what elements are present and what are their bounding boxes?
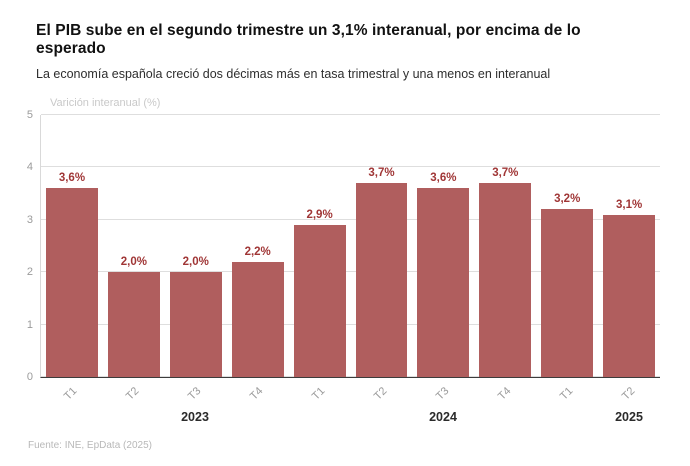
x-tick-label: T3	[185, 385, 204, 403]
bar-fill	[169, 272, 222, 377]
page-subtitle: La economía española creció dos décimas …	[36, 67, 551, 81]
bar-value-label: 3,7%	[368, 167, 395, 180]
x-tick: T1	[541, 378, 593, 408]
year-label: 2023	[181, 410, 209, 424]
x-tick: T4	[479, 378, 531, 408]
x-tick-label: T4	[247, 385, 266, 403]
bar: 3,6%	[46, 115, 98, 377]
bar-value-label: 3,6%	[58, 172, 86, 185]
bar: 3,2%	[541, 115, 594, 377]
bar-fill	[46, 188, 98, 377]
bar: 2,2%	[231, 115, 284, 377]
gridline	[41, 271, 660, 273]
gridline	[41, 166, 660, 168]
bars: 3,6% 2,0% 2,0% 2,2% 2,9% 3,7% 3,6% 3,7% 3,2% 3,1%	[41, 115, 660, 377]
y-tick-label: 0	[26, 371, 33, 383]
page-title: El PIB sube en el segundo trimestre un 3…	[36, 22, 581, 57]
x-tick: T2	[355, 378, 407, 408]
bar-fill	[293, 225, 346, 377]
bar: 3,6%	[417, 115, 470, 377]
bar: 2,9%	[293, 115, 346, 377]
x-tick: T1	[293, 378, 345, 408]
x-tick: T2	[603, 378, 655, 408]
bar-fill	[107, 272, 160, 377]
gridline	[41, 114, 660, 115]
bar-fill	[231, 261, 284, 377]
x-tick: T2	[107, 378, 159, 408]
x-tick-label: T1	[557, 385, 576, 403]
bar-value-label: 2,0%	[120, 256, 147, 269]
gridline	[41, 218, 660, 220]
x-tick-label: T2	[371, 385, 390, 403]
year-row: 2023 2024 2025	[40, 408, 660, 430]
bar-value-label: 3,6%	[430, 172, 457, 185]
x-tick-label: T1	[61, 385, 80, 403]
bar: 3,7%	[479, 115, 532, 377]
bar-fill	[479, 183, 532, 377]
bar-fill	[355, 183, 408, 377]
gridline	[41, 376, 660, 377]
year-label: 2024	[429, 410, 457, 424]
bar-value-label: 3,1%	[616, 198, 643, 211]
x-tick: T1	[45, 378, 97, 408]
x-axis: T1 T2 T3 T4 T1 T2 T3 T4 T1 T2	[40, 378, 660, 408]
y-tick-label: 5	[26, 109, 33, 121]
source-note: Fuente: INE, EpData (2025)	[28, 440, 152, 451]
y-tick-label: 2	[26, 266, 33, 279]
bar-value-label: 2,2%	[244, 245, 271, 258]
bar-chart: Varición interanual (%) 5 4 3 2 1 0 3,6% 2,0% 2…	[0, 97, 690, 430]
gridline	[41, 323, 660, 325]
x-tick: T3	[169, 378, 221, 408]
bar: 2,0%	[169, 115, 222, 377]
x-tick-label: T1	[309, 385, 328, 403]
bar: 3,7%	[355, 115, 408, 377]
x-tick: T3	[417, 378, 469, 408]
bar-fill	[541, 209, 594, 377]
bar-value-label: 2,0%	[182, 256, 209, 269]
bar-value-label: 3,7%	[492, 167, 519, 180]
x-tick: T4	[231, 378, 283, 408]
bar-fill	[417, 188, 470, 377]
x-tick-label: T3	[433, 385, 452, 403]
infographic: El PIB sube en el segundo trimestre un 3…	[0, 22, 690, 451]
y-tick-label: 1	[26, 318, 33, 331]
bar: 2,0%	[107, 115, 160, 377]
x-tick-label: T4	[495, 385, 514, 403]
y-axis-title: Varición interanual (%)	[50, 97, 161, 109]
bar-fill	[603, 214, 656, 377]
bar-value-label: 3,2%	[554, 193, 581, 206]
x-tick-label: T2	[123, 385, 142, 403]
y-tick-label: 3	[26, 213, 33, 226]
y-tick-label: 4	[26, 161, 33, 174]
year-label: 2025	[615, 410, 643, 424]
bar: 3,1%	[603, 115, 656, 377]
grid: 5 4 3 2 1 0	[27, 109, 660, 383]
bar-value-label: 2,9%	[306, 209, 333, 222]
x-tick-label: T2	[619, 385, 638, 403]
